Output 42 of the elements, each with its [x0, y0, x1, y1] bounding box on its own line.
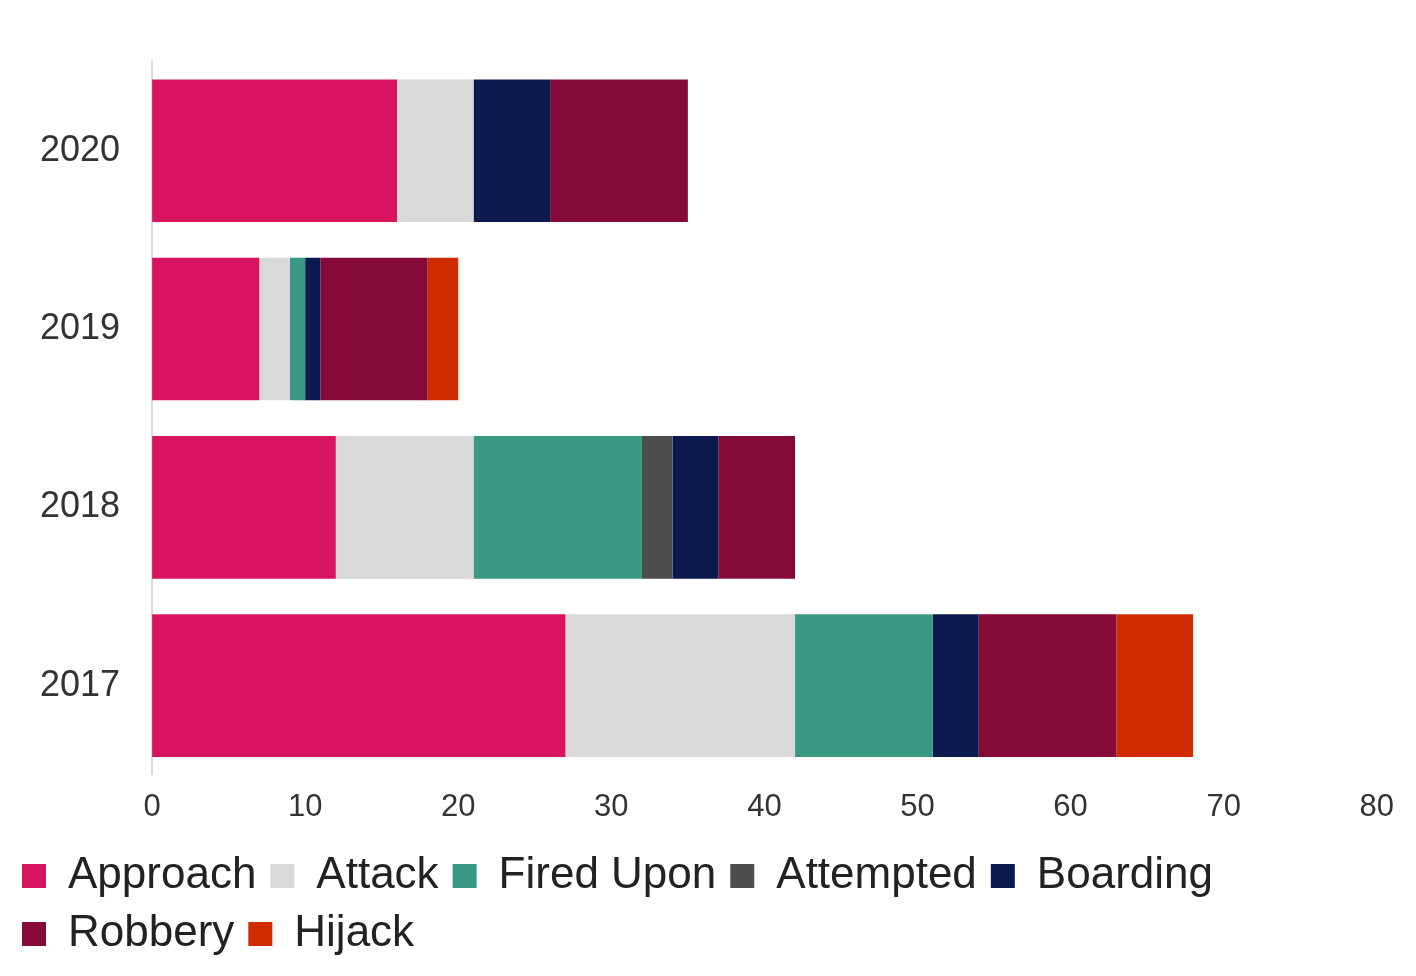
- bar: [259, 257, 290, 401]
- bar: [565, 614, 796, 757]
- legend-label: Hijack: [294, 906, 416, 956]
- y-tick-label: 2020: [39, 127, 121, 169]
- x-tick-label: 20: [441, 787, 476, 823]
- x-tick-label: 0: [143, 787, 161, 823]
- bar: [641, 436, 673, 579]
- y-tick-label: 2019: [39, 305, 121, 347]
- x-tick-label: 60: [1053, 787, 1088, 823]
- bar: [550, 79, 688, 223]
- bar: [932, 614, 979, 757]
- bar: [427, 257, 459, 401]
- bar: [473, 436, 642, 579]
- bar: [152, 436, 336, 579]
- x-tick-label: 30: [594, 787, 629, 823]
- x-tick-label: 70: [1206, 787, 1241, 823]
- x-tick-label: 50: [900, 787, 935, 823]
- bar: [795, 614, 933, 757]
- bar: [1116, 614, 1194, 757]
- y-tick-label: 2018: [39, 484, 121, 526]
- bar: [718, 436, 796, 579]
- x-tick-label: 10: [287, 787, 323, 823]
- bar: [672, 436, 719, 579]
- bar: [397, 79, 474, 223]
- bar: [305, 257, 321, 401]
- x-tick-label: 80: [1359, 787, 1394, 823]
- bar: [335, 436, 474, 579]
- bar: [152, 257, 260, 401]
- bar: [152, 79, 398, 223]
- x-tick-label: 40: [747, 787, 782, 823]
- bar: [320, 257, 428, 401]
- legend-label: Boarding: [1036, 848, 1213, 898]
- bar: [978, 614, 1117, 757]
- bar: [289, 257, 306, 401]
- legend-label: Robbery: [68, 906, 235, 956]
- bar: [473, 79, 551, 223]
- bar: [152, 614, 566, 757]
- legend-label: Approach: [68, 848, 257, 898]
- legend-label: Fired Upon: [498, 848, 717, 898]
- legend-label: Attempted: [776, 848, 977, 898]
- y-tick-label: 2017: [39, 662, 121, 704]
- legend-label: Attack: [316, 848, 440, 898]
